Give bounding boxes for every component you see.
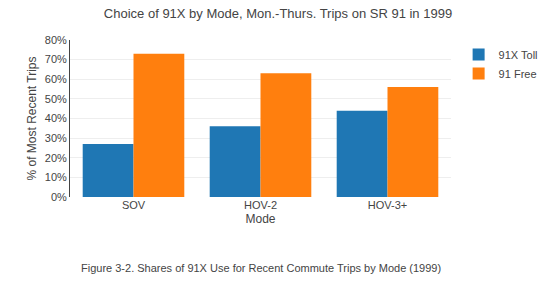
svg-text:% of Most Recent Trips: % of Most Recent Trips [25, 56, 39, 180]
svg-text:60%: 60% [45, 73, 67, 85]
svg-text:91X Toll: 91X Toll [499, 49, 538, 61]
svg-text:50%: 50% [45, 93, 67, 105]
svg-text:80%: 80% [45, 34, 67, 46]
svg-text:HOV-3+: HOV-3+ [368, 199, 407, 211]
svg-text:HOV-2: HOV-2 [244, 199, 277, 211]
svg-text:Choice of 91X by Mode, Mon.-Th: Choice of 91X by Mode, Mon.-Thurs. Trips… [104, 6, 452, 21]
svg-text:Mode: Mode [245, 212, 275, 226]
svg-text:SOV: SOV [122, 199, 146, 211]
svg-text:10%: 10% [45, 171, 67, 183]
svg-text:40%: 40% [45, 112, 67, 124]
svg-text:0%: 0% [51, 191, 67, 203]
svg-text:70%: 70% [45, 53, 67, 65]
svg-text:20%: 20% [45, 152, 67, 164]
svg-text:30%: 30% [45, 132, 67, 144]
svg-text:91 Free: 91 Free [499, 68, 537, 80]
svg-text:Figure 3-2. Shares of 91X Use: Figure 3-2. Shares of 91X Use for Recent… [81, 262, 441, 274]
